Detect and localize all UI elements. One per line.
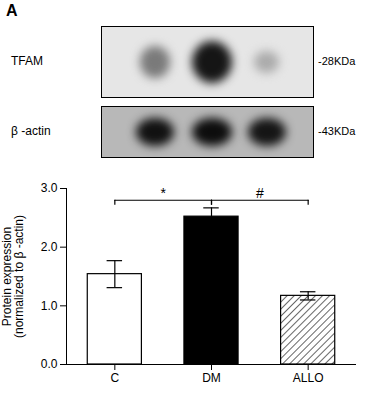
svg-text:1.0: 1.0 [41, 299, 58, 313]
html-text:-43KDa: -43KDa [318, 125, 356, 137]
svg-text:ALLO: ALLO [293, 371, 324, 385]
html-text:TFAM: TFAM [11, 54, 43, 68]
html-text:A: A [6, 2, 18, 19]
svg-text:0.0: 0.0 [41, 357, 58, 371]
svg-text:2.0: 2.0 [41, 240, 58, 254]
svg-text:Protein expression(normalized: Protein expression(normalized to β -acti… [0, 215, 26, 338]
html-text:-28KDa: -28KDa [318, 55, 356, 67]
svg-text:3.0: 3.0 [41, 181, 58, 195]
html-text:β -actin: β -actin [11, 124, 51, 138]
svg-text:#: # [256, 185, 264, 201]
svg-text:C: C [110, 371, 119, 385]
svg-text:*: * [160, 185, 166, 201]
svg-text:DM: DM [202, 371, 221, 385]
